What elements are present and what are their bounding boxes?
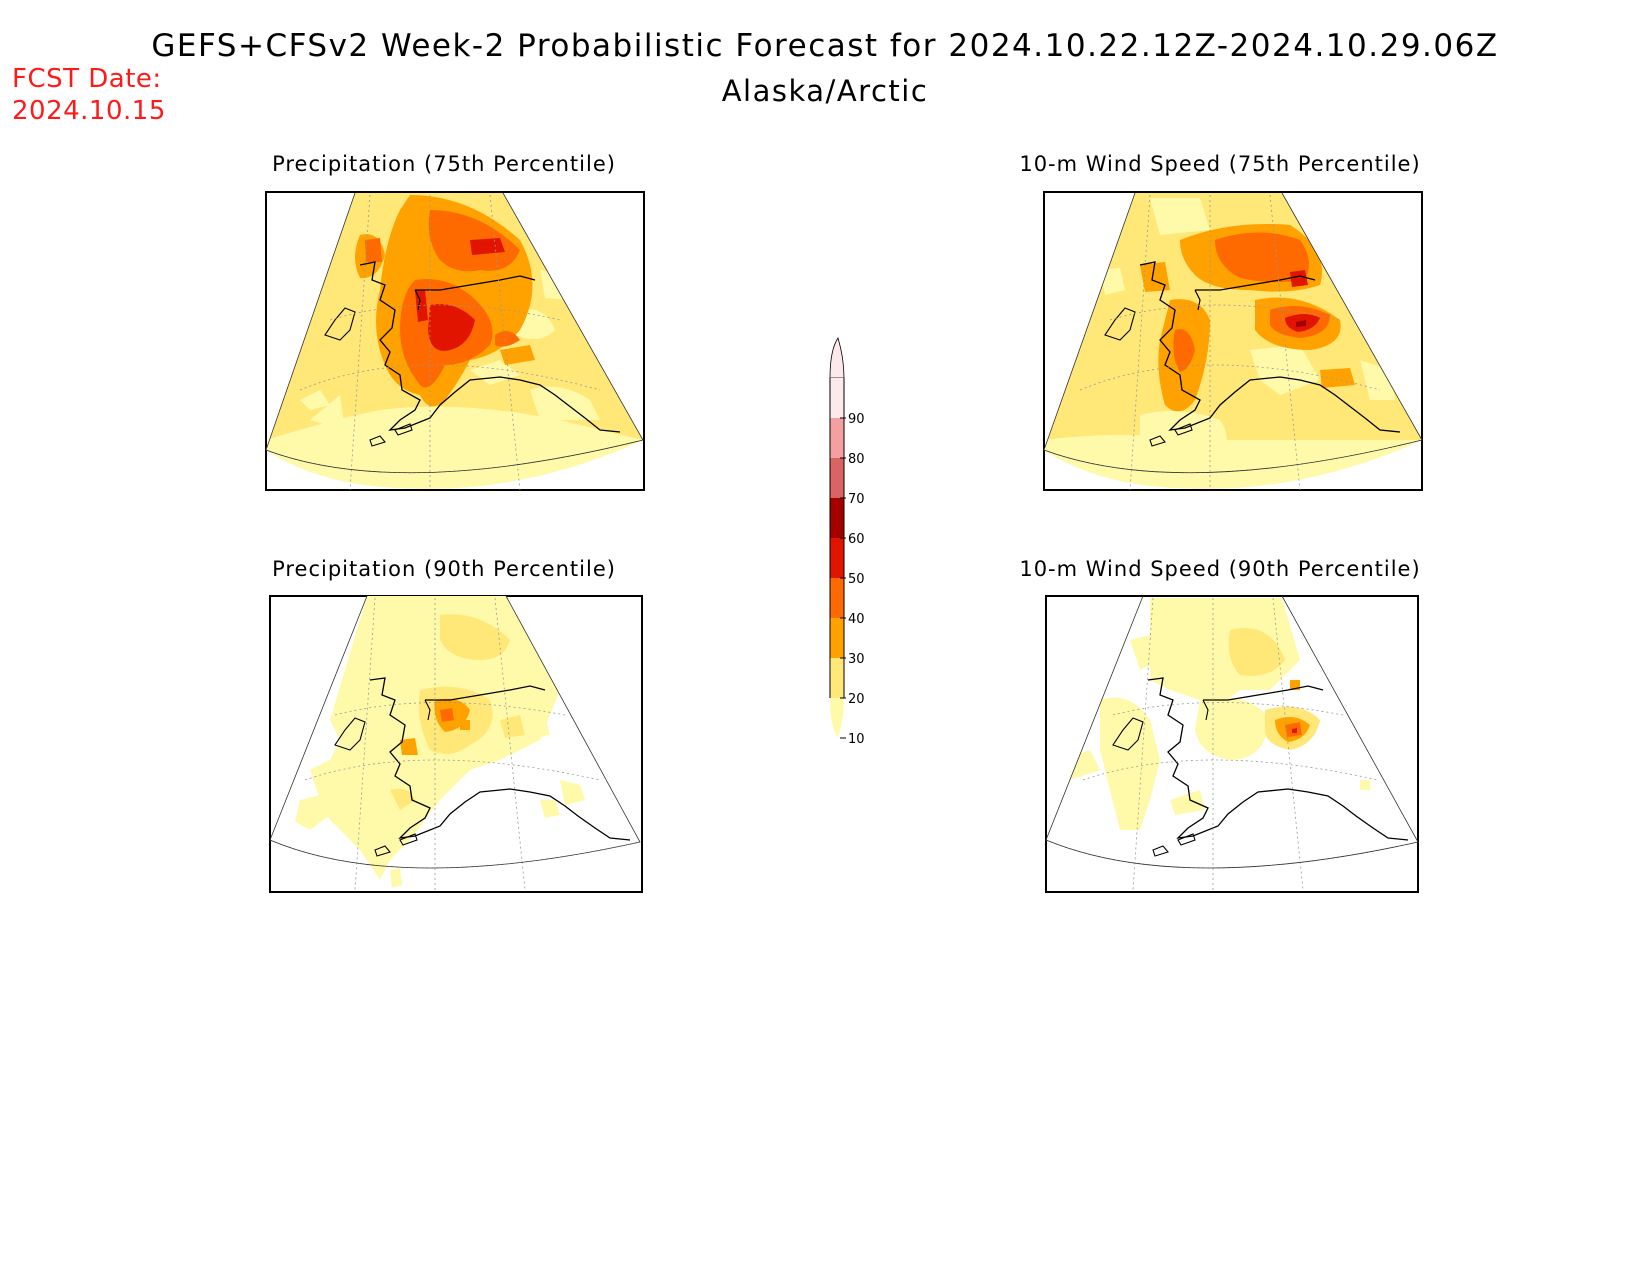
legend-box xyxy=(830,378,844,418)
legend-box xyxy=(830,618,844,658)
legend-label: 20 xyxy=(848,692,865,707)
legend-label: 70 xyxy=(848,492,865,507)
legend-box xyxy=(830,658,844,698)
region-subtitle: Alaska/Arctic xyxy=(721,74,929,108)
legend-label: 80 xyxy=(848,452,865,467)
panel-title-precip90: Precipitation (90th Percentile) xyxy=(272,557,616,581)
legend-box xyxy=(830,538,844,578)
legend-label: 50 xyxy=(848,572,865,587)
legend-bottom-tip xyxy=(830,698,844,738)
legend-top-tip xyxy=(829,337,845,379)
map-precip75 xyxy=(265,191,645,491)
legend-label: 40 xyxy=(848,612,865,627)
panel-title-wind75: 10-m Wind Speed (75th Percentile) xyxy=(1019,152,1421,176)
legend-box xyxy=(830,418,844,458)
panel-title-wind90: 10-m Wind Speed (90th Percentile) xyxy=(1019,557,1421,581)
main-title: GEFS+CFSv2 Week-2 Probabilistic Forecast… xyxy=(151,28,1499,64)
legend-box xyxy=(830,498,844,538)
legend-label: 60 xyxy=(848,532,865,547)
map-precip90 xyxy=(269,595,643,893)
map-wind75 xyxy=(1043,191,1423,491)
legend-label: 10 xyxy=(848,732,865,747)
legend-label: 90 xyxy=(848,412,865,427)
panel-title-precip75: Precipitation (75th Percentile) xyxy=(272,152,616,176)
legend-box xyxy=(830,578,844,618)
legend-label: 30 xyxy=(848,652,865,667)
legend-outline xyxy=(829,378,845,698)
legend-box xyxy=(830,458,844,498)
color-legend: 10 20 30 40 50 60 70 80 90 xyxy=(829,337,865,747)
fcst-date-value: 2024.10.15 xyxy=(12,96,166,126)
fcst-date-label: FCST Date: xyxy=(12,64,162,94)
map-wind90 xyxy=(1045,595,1419,893)
